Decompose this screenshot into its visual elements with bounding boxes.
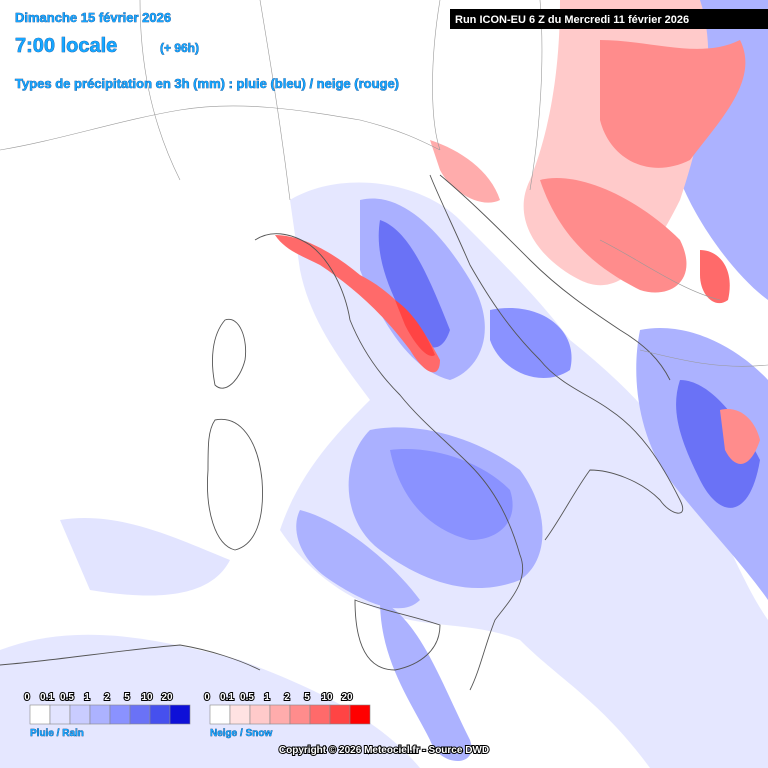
- legend-swatch: [249, 704, 271, 725]
- legend-value: 20: [341, 692, 353, 703]
- legend-swatch: [29, 704, 51, 725]
- forecast-time: 7:00 locale: [15, 35, 117, 57]
- legend-value: 2: [104, 692, 110, 703]
- legend-swatch: [209, 704, 231, 725]
- forecast-lead: (+ 96h): [160, 41, 199, 55]
- legend-title: Pluie / Rain: [30, 728, 84, 739]
- legend-value: 1: [264, 692, 270, 703]
- legend-value: 0.1: [220, 692, 234, 703]
- legend-value: 10: [141, 692, 153, 703]
- legend-swatch: [169, 704, 191, 725]
- legend-swatch: [149, 704, 171, 725]
- legend-value: 5: [124, 692, 130, 703]
- legend-value: 5: [304, 692, 310, 703]
- legend-swatch: [69, 704, 91, 725]
- legend-value: 10: [321, 692, 333, 703]
- forecast-date: Dimanche 15 février 2026: [15, 10, 171, 25]
- legend-value: 0: [204, 692, 210, 703]
- legend-value: 1: [84, 692, 90, 703]
- run-box: [450, 9, 768, 29]
- legend-swatch: [89, 704, 111, 725]
- legend-swatch: [329, 704, 351, 725]
- run-info: Run ICON-EU 6 Z du Mercredi 11 février 2…: [455, 14, 689, 26]
- copyright: Copyright © 2026 Meteociel.fr - Source D…: [279, 745, 489, 756]
- geography: [0, 0, 768, 691]
- legend-swatch: [129, 704, 151, 725]
- legend-swatch: [109, 704, 131, 725]
- legend-value: 20: [161, 692, 173, 703]
- legend-value: 2: [284, 692, 290, 703]
- legend-title: Neige / Snow: [210, 728, 272, 739]
- legend-swatch: [269, 704, 291, 725]
- legend-value: 0.1: [40, 692, 54, 703]
- legend-swatch: [309, 704, 331, 725]
- legend-value: 0: [24, 692, 30, 703]
- legend-value: 0.5: [60, 692, 74, 703]
- legends: 0 0.1 0.5 1 2 5 10 20 Pluie / Rain 0 0.1 0.5 1 2 5 10 20…: [23, 691, 371, 739]
- legend-swatch: [49, 704, 71, 725]
- legend-value: 0.5: [240, 692, 254, 703]
- legend-swatch: [349, 704, 371, 725]
- map-subtitle: Types de précipitation en 3h (mm) : plui…: [15, 76, 399, 91]
- legend-swatch: [229, 704, 251, 725]
- legend-swatch: [289, 704, 311, 725]
